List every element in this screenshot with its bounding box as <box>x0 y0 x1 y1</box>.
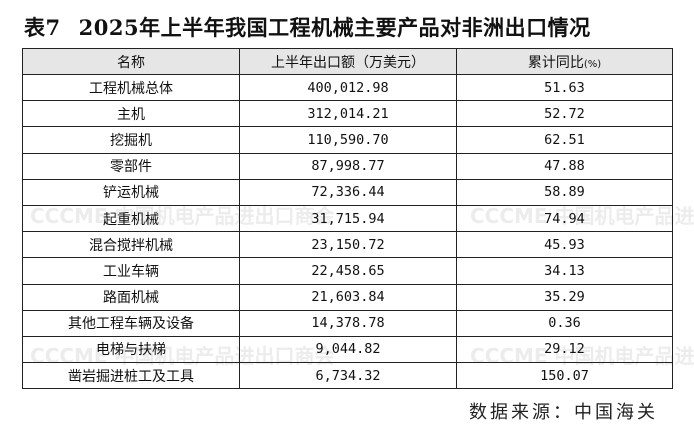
cell-yoy: 35.29 <box>456 283 673 311</box>
header-name: 名称 <box>22 48 240 75</box>
cell-name: 路面机械 <box>22 283 240 311</box>
table-row: 其他工程车辆及设备 14,378.78 0.36 <box>22 309 673 337</box>
cell-name: 起重机械 <box>22 204 240 233</box>
table-title: 2025年上半年我国工程机械主要产品对非洲出口情况 <box>78 15 591 40</box>
cell-name: 电梯与扶梯 <box>22 335 240 364</box>
cell-yoy: 34.13 <box>456 257 673 285</box>
cell-name: 铲运机械 <box>22 178 240 206</box>
cell-name: 工业车辆 <box>22 257 240 285</box>
header-export-value: 上半年出口额（万美元） <box>239 48 457 75</box>
cell-yoy: 74.94 <box>456 204 673 233</box>
cell-yoy: 47.88 <box>456 152 673 180</box>
table-row: 凿岩掘进桩工及工具 6,734.32 150.07 <box>22 362 673 390</box>
cell-name: 凿岩掘进桩工及工具 <box>22 362 240 390</box>
table-row: 铲运机械 72,336.44 58.89 <box>22 178 673 206</box>
cell-name: 主机 <box>22 100 240 128</box>
cell-yoy: 0.36 <box>456 309 673 337</box>
table-number: 表7 <box>24 15 61 40</box>
cell-yoy: 45.93 <box>456 231 673 259</box>
header-yoy-unit: (%) <box>583 58 602 70</box>
table-row: 起重机械 31,715.94 74.94 <box>22 204 673 233</box>
table-row: 挖掘机 110,590.70 62.51 <box>22 126 673 154</box>
cell-yoy: 52.72 <box>456 100 673 128</box>
cell-export-value: 14,378.78 <box>239 309 457 337</box>
cell-export-value: 9,044.82 <box>239 335 457 364</box>
cell-yoy: 58.89 <box>456 178 673 206</box>
cell-name: 其他工程车辆及设备 <box>22 309 240 337</box>
cell-yoy: 29.12 <box>456 335 673 364</box>
cell-export-value: 87,998.77 <box>239 152 457 180</box>
cell-export-value: 21,603.84 <box>239 283 457 311</box>
export-table: 名称 上半年出口额（万美元） 累计同比(%) 工程机械总体 400,012.98 5… <box>22 48 673 390</box>
cell-export-value: 312,014.21 <box>239 100 457 128</box>
cell-export-value: 22,458.65 <box>239 257 457 285</box>
cell-export-value: 110,590.70 <box>239 126 457 154</box>
cell-yoy: 150.07 <box>456 362 673 390</box>
table-row: 工程机械总体 400,012.98 51.63 <box>22 73 673 102</box>
table-row: 主机 312,014.21 52.72 <box>22 100 673 128</box>
cell-name: 工程机械总体 <box>22 73 240 102</box>
cell-yoy: 51.63 <box>456 73 673 102</box>
table-row: 工业车辆 22,458.65 34.13 <box>22 257 673 285</box>
cell-export-value: 23,150.72 <box>239 231 457 259</box>
table-row: 路面机械 21,603.84 35.29 <box>22 283 673 311</box>
cell-name: 混合搅拌机械 <box>22 231 240 259</box>
cell-export-value: 72,336.44 <box>239 178 457 206</box>
header-yoy: 累计同比(%) <box>456 48 673 75</box>
table-row: 电梯与扶梯 9,044.82 29.12 <box>22 335 673 364</box>
header-yoy-label: 累计同比 <box>527 54 584 71</box>
cell-name: 挖掘机 <box>22 126 240 154</box>
header-row: 名称 上半年出口额（万美元） 累计同比(%) <box>22 48 673 75</box>
cell-export-value: 31,715.94 <box>239 204 457 233</box>
page-title: 表7 2025年上半年我国工程机械主要产品对非洲出口情况 <box>24 12 591 42</box>
cell-yoy: 62.51 <box>456 126 673 154</box>
cell-export-value: 6,734.32 <box>239 362 457 390</box>
cell-name: 零部件 <box>22 152 240 180</box>
table-row: 零部件 87,998.77 47.88 <box>22 152 673 180</box>
data-source: 数据来源：中国海关 <box>469 402 658 423</box>
cell-export-value: 400,012.98 <box>239 73 457 102</box>
table-row: 混合搅拌机械 23,150.72 45.93 <box>22 231 673 259</box>
